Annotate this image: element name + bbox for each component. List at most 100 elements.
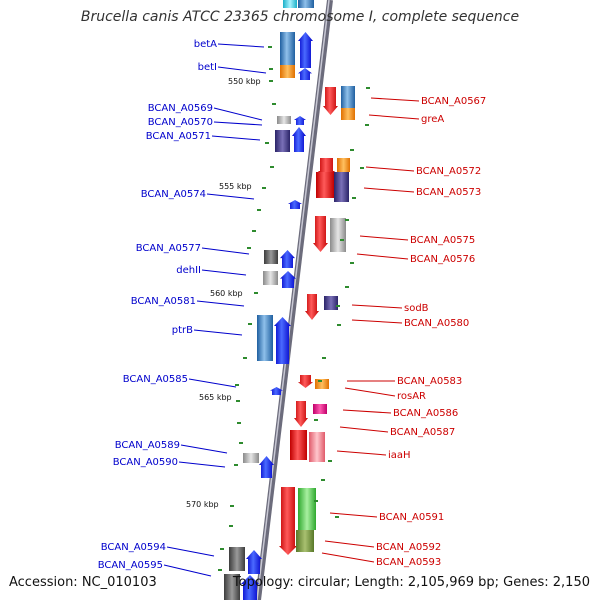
leader-line [359,235,409,241]
gene-label-right: BCAN_A0580 [404,318,469,329]
gene-feature [279,487,297,555]
gene-label-left: BCAN_A0574 [141,189,206,200]
gene-feature [296,530,314,552]
gene-feature [280,32,295,65]
gene-label-left: BCAN_A0571 [146,131,211,142]
gene-label-right: BCAN_A0591 [379,512,444,523]
position-ticks [218,46,370,571]
gene-feature [270,387,283,395]
leader-line [321,552,375,563]
sequence-backbone [255,0,333,600]
gene-label-right: BCAN_A0586 [393,408,458,419]
leader-line [213,107,263,121]
kbp-scale: 550 kbp 555 kbp 560 kbp 565 kbp 570 kbp [186,77,261,509]
gene-feature [323,87,338,115]
gene-label-left: BCAN_A0589 [115,440,180,451]
gene-labels: betA betI BCAN_A0569 BCAN_A0570 BCAN_A0571 BC… [98,39,487,571]
feature-tracks [224,0,355,600]
gene-label-right: BCAN_A0592 [376,542,441,553]
gene-feature [274,317,291,364]
kbp-label: 550 kbp [228,77,261,86]
gene-label-right: iaaH [388,450,411,461]
gene-feature [305,294,319,320]
kbp-label: 565 kbp [199,393,232,402]
topology-text: Topology: circular; Length: 2,105,969 bp… [232,575,590,590]
gene-label-right: BCAN_A0567 [421,96,486,107]
leader-line [365,166,415,172]
leader-line [368,114,420,120]
gene-feature [243,453,259,463]
gene-feature [224,574,240,600]
gene-label-left: BCAN_A0569 [148,103,213,114]
gene-feature [241,575,259,600]
gene-feature [324,296,338,310]
gene-label-right: sodB [404,303,429,314]
gene-feature [298,32,313,68]
gene-feature [313,216,328,252]
gene-feature [277,116,291,124]
gene-feature [313,404,327,414]
gene-label-left: dehII [176,265,201,276]
leader-line [206,193,255,200]
leader-line [196,300,245,307]
gene-feature [330,218,346,252]
gene-feature [294,401,308,427]
gene-label-left: betI [198,62,217,73]
leader-line [324,540,375,548]
leader-line [166,546,215,557]
leader-line [329,512,378,518]
gene-feature [294,116,306,125]
leader-line [370,97,420,102]
gene-feature [298,375,313,388]
gene-feature [229,547,245,571]
gene-label-right: BCAN_A0587 [390,427,455,438]
leader-line [188,378,237,388]
gene-label-right: BCAN_A0576 [410,254,475,265]
gene-label-left: BCAN_A0595 [98,560,163,571]
gene-label-right: BCAN_A0572 [416,166,481,177]
gene-label-left: BCAN_A0577 [136,243,201,254]
leader-line [363,187,415,193]
gene-feature [280,65,295,78]
gene-feature [280,250,295,268]
gene-label-right: BCAN_A0593 [376,557,441,568]
gene-feature [334,172,349,202]
gene-feature [288,200,302,209]
gene-feature [283,0,297,8]
kbp-label: 570 kbp [186,500,219,509]
leader-line [180,444,228,454]
gene-label-left: BCAN_A0570 [148,117,213,128]
sequence-title: Brucella canis ATCC 23365 chromosome I, … [80,9,520,25]
gene-feature [341,86,355,108]
leader-line [356,253,409,260]
gene-feature [298,68,312,80]
gene-feature [309,432,325,462]
gene-label-left: BCAN_A0594 [101,542,166,553]
leader-line [351,304,403,309]
gene-label-right: greA [421,114,444,125]
accession-text: Accession: NC_010103 [9,575,157,590]
kbp-label: 555 kbp [219,182,252,191]
gene-label-right: BCAN_A0583 [397,376,462,387]
leader-line [201,247,250,255]
leader-line [217,43,265,48]
kbp-label: 560 kbp [210,289,243,298]
label-leader-lines [163,43,420,577]
gene-feature [275,130,290,152]
leader-line [178,461,226,468]
leader-line [213,121,263,126]
leader-line [193,329,243,336]
gene-feature [290,430,307,460]
gene-feature [316,172,334,198]
gene-label-right: rosAR [397,391,426,402]
leader-line [342,409,392,414]
leader-line [344,387,396,397]
gene-label-left: BCAN_A0581 [131,296,196,307]
gene-feature [259,456,274,478]
gene-label-right: BCAN_A0575 [410,235,475,246]
leader-line [163,564,212,577]
gene-feature [246,550,262,574]
gene-feature [257,315,273,361]
gene-label-left: BCAN_A0585 [123,374,188,385]
gene-feature [298,488,316,530]
